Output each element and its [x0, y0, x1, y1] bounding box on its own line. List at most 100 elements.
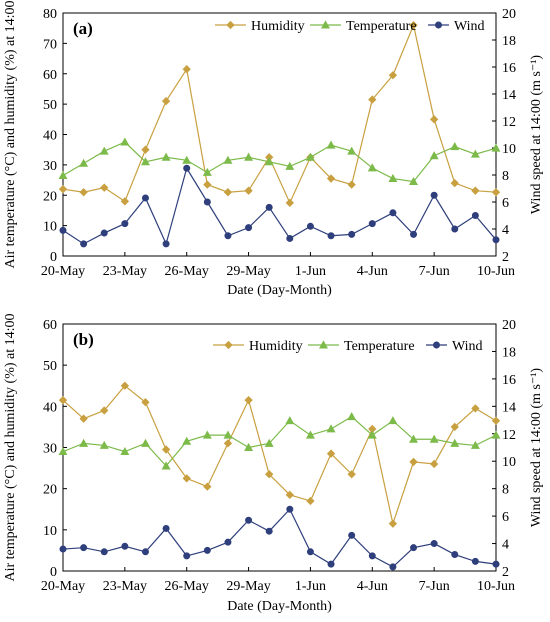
data-point — [120, 446, 130, 456]
x-tick-label: 1-Jun — [295, 579, 326, 594]
x-tick-label: 29-May — [226, 579, 270, 594]
data-point — [306, 222, 314, 230]
data-point — [409, 20, 418, 30]
left-tick-label: 50 — [43, 98, 57, 113]
left-tick-label: 0 — [50, 565, 57, 580]
data-point — [286, 234, 294, 242]
data-point — [223, 430, 233, 439]
data-point — [121, 542, 129, 550]
data-point — [162, 240, 170, 248]
data-point — [224, 538, 232, 546]
legend-marker — [226, 20, 235, 30]
legend-marker — [319, 340, 328, 349]
data-point — [471, 404, 480, 413]
data-point — [430, 191, 438, 199]
data-point — [58, 395, 68, 405]
data-point — [161, 96, 171, 106]
data-point — [450, 142, 460, 151]
data-point — [491, 416, 501, 425]
data-point — [100, 183, 109, 192]
data-point — [348, 230, 356, 238]
series-line — [62, 141, 497, 183]
left-tick-label: 20 — [43, 189, 57, 204]
data-point — [79, 438, 89, 447]
right-axis-title: Wind speed at 14:00 (m s⁻¹) — [529, 55, 544, 214]
x-axis-title: Date (Day-Month) — [227, 283, 332, 298]
data-point — [120, 197, 130, 206]
data-point — [429, 459, 439, 469]
data-point — [100, 548, 108, 556]
x-tick-label: 7-Jun — [419, 264, 450, 279]
data-point — [202, 167, 212, 176]
data-point — [223, 439, 233, 448]
data-point — [471, 557, 479, 565]
data-point — [245, 224, 253, 232]
right-tick-label: 18 — [502, 34, 516, 49]
right-tick-label: 8 — [502, 169, 509, 184]
data-point — [409, 434, 419, 443]
left-tick-label: 20 — [43, 483, 57, 498]
right-tick-label: 4 — [502, 538, 509, 553]
series-line — [62, 23, 497, 205]
x-tick-label: 4-Jun — [357, 579, 388, 594]
x-tick-label: 20-May — [41, 579, 85, 594]
right-tick-label: 20 — [502, 318, 516, 333]
legend-label: Humidity — [251, 19, 305, 34]
x-tick-label: 23-May — [103, 579, 147, 594]
data-point — [121, 220, 129, 228]
data-point — [368, 95, 377, 104]
data-point — [492, 236, 500, 244]
data-point — [389, 209, 397, 217]
series-wind — [59, 164, 500, 248]
data-point — [183, 552, 191, 560]
data-point — [182, 155, 192, 164]
data-point — [491, 430, 501, 439]
right-tick-label: 6 — [502, 196, 509, 211]
data-point — [183, 164, 191, 172]
data-point — [141, 548, 149, 556]
left-tick-label: 10 — [43, 220, 57, 235]
data-point — [100, 229, 108, 237]
data-point — [100, 406, 109, 415]
right-tick-label: 10 — [502, 142, 516, 157]
x-tick-label: 26-May — [165, 264, 209, 279]
data-point — [409, 176, 419, 186]
left-tick-label: 10 — [43, 524, 57, 539]
data-point — [326, 140, 336, 149]
data-point — [265, 527, 273, 535]
data-point — [120, 381, 130, 390]
data-point — [285, 161, 295, 170]
x-tick-label: 29-May — [226, 264, 270, 279]
data-point — [327, 232, 335, 240]
series-temperature — [58, 137, 501, 186]
legend: Humidity Temperature Wind — [215, 19, 485, 34]
data-point — [141, 398, 150, 407]
data-point — [429, 151, 439, 160]
series-humidity — [58, 381, 501, 528]
data-point — [367, 430, 377, 439]
data-point — [182, 65, 191, 74]
right-tick-label: 14 — [502, 88, 516, 103]
left-tick-label: 40 — [43, 400, 57, 415]
x-tick-label: 7-Jun — [419, 579, 450, 594]
legend-label: Wind — [454, 19, 485, 34]
data-point — [285, 490, 294, 500]
data-point — [182, 474, 191, 483]
left-tick-label: 60 — [43, 68, 57, 83]
left-axis-title: Air temperature (°C) and humidity (%) at… — [3, 0, 18, 268]
data-point — [305, 152, 315, 161]
data-point — [244, 186, 253, 195]
right-tick-label: 16 — [502, 61, 516, 76]
data-point — [59, 545, 67, 553]
right-tick-label: 8 — [502, 483, 509, 498]
data-point — [202, 430, 212, 439]
left-axis-title: Air temperature (°C) and humidity (%) at… — [3, 313, 18, 581]
data-point — [327, 560, 335, 568]
plot-frame — [62, 323, 497, 572]
data-point — [306, 548, 314, 556]
left-tick-label: 80 — [43, 7, 57, 22]
data-point — [491, 143, 501, 152]
right-tick-label: 2 — [502, 565, 509, 580]
data-point — [223, 188, 233, 197]
legend-marker — [224, 340, 233, 350]
